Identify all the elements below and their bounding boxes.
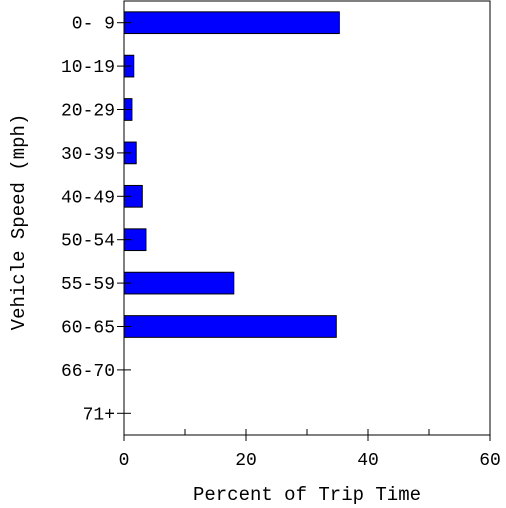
y-tick-label: 0- 9	[72, 15, 115, 35]
y-tick-label: 50-54	[61, 232, 115, 252]
y-tick-label: 20-29	[61, 102, 115, 122]
y-tick-label: 40-49	[61, 188, 115, 208]
x-tick-label: 40	[357, 451, 379, 471]
x-axis: 0 20 40 60	[119, 429, 501, 471]
y-axis-title: Vehicle Speed (mph)	[8, 114, 30, 331]
x-tick-label: 60	[479, 451, 501, 471]
y-tick-label: 71+	[83, 405, 115, 425]
y-tick-label: 55-59	[61, 275, 115, 295]
x-tick-label: 0	[119, 451, 130, 471]
x-tick-label: 20	[235, 451, 257, 471]
bars	[123, 11, 340, 338]
y-tick-label: 30-39	[61, 145, 115, 165]
bar	[123, 271, 235, 295]
x-axis-title: Percent of Trip Time	[193, 484, 421, 506]
bar	[123, 315, 337, 338]
plot-frame	[123, 0, 491, 436]
y-tick-label: 10-19	[61, 58, 115, 78]
bar	[123, 11, 340, 35]
plot-area	[123, 0, 491, 436]
y-tick-label: 66-70	[61, 362, 115, 382]
y-axis: 0- 9 10-19 20-29 30-39 40-49 50-54 55-59 60-65 6…	[61, 15, 131, 425]
y-tick-label: 60-65	[61, 319, 115, 339]
